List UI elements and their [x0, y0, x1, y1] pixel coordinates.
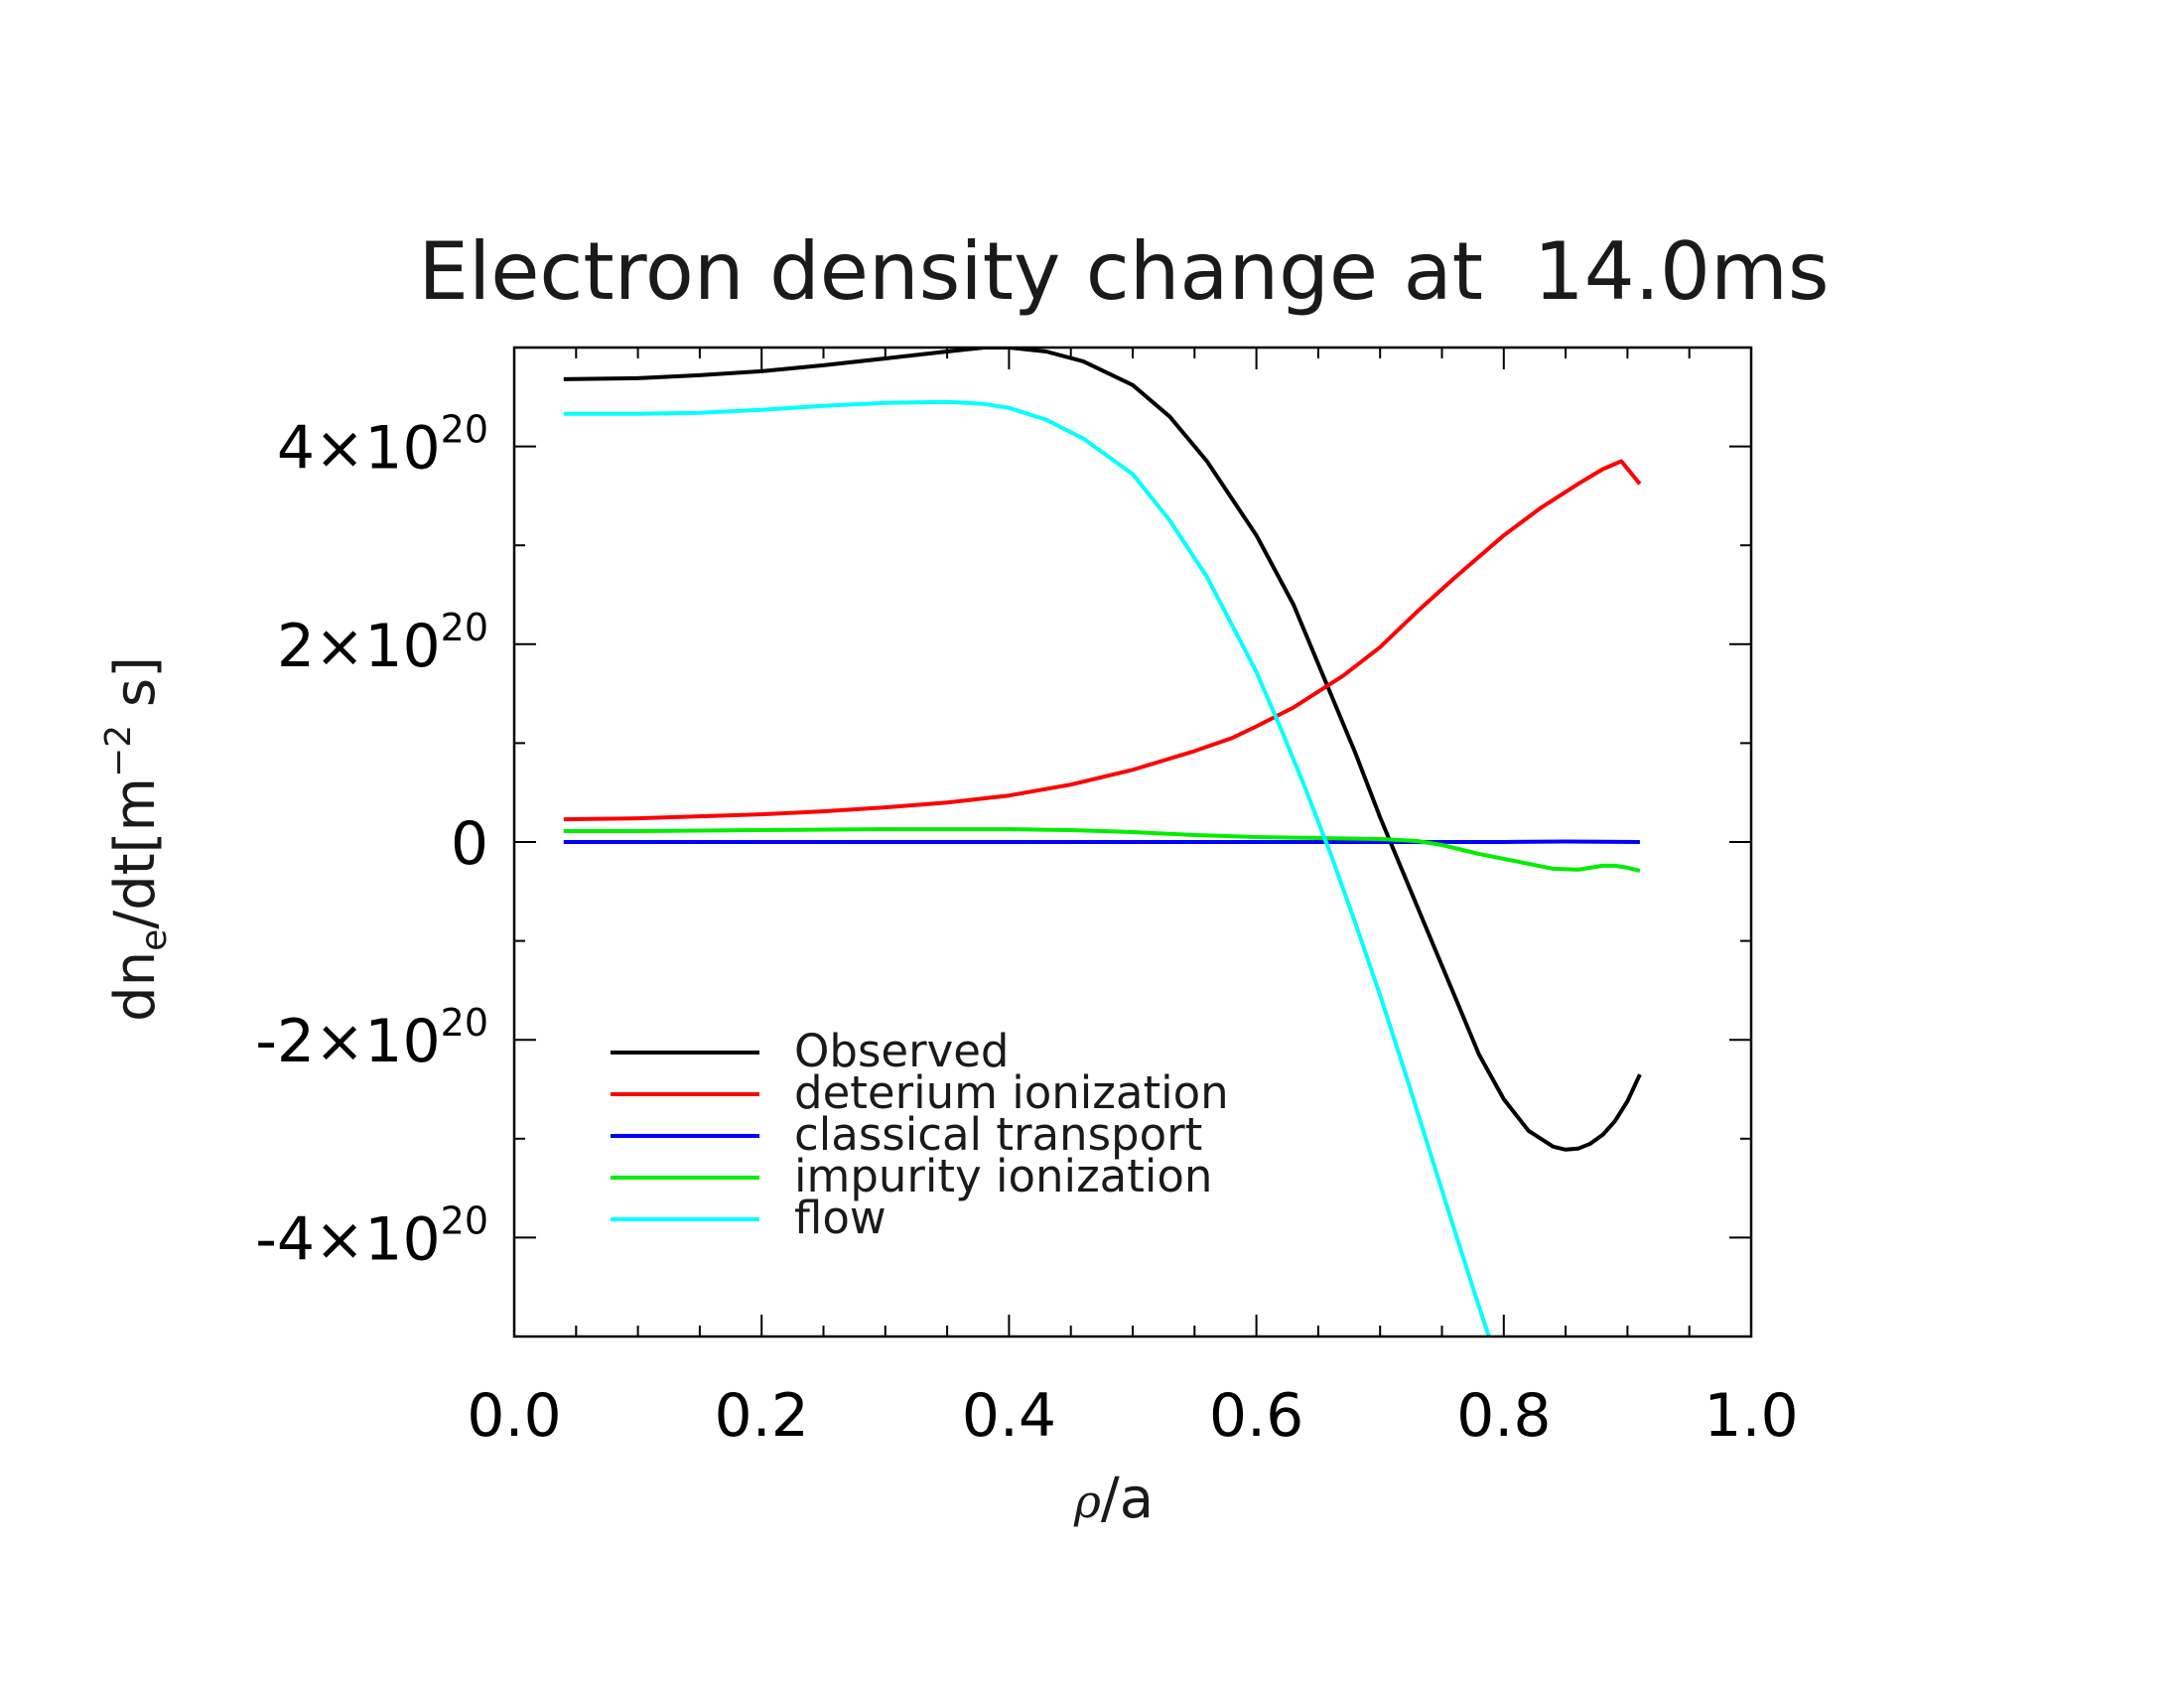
y-tick-label: 0 — [451, 809, 488, 879]
y-tick-label-exponent: 20 — [441, 1001, 488, 1045]
y-tick-label: -2×1020 — [255, 1001, 488, 1076]
series-line-4 — [563, 399, 1491, 1336]
x-tick-label: 0.8 — [1456, 1381, 1551, 1451]
x-tick-label: 0.6 — [1209, 1381, 1303, 1451]
y-tick-label-exponent: 20 — [441, 1198, 488, 1242]
x-tick-label: 0.4 — [962, 1381, 1056, 1451]
x-tick-labels: 0.0 0.2 0.4 0.6 0.8 1.0 — [467, 1381, 1798, 1451]
y-tick-label: -4×1020 — [255, 1198, 488, 1274]
tick-layer — [513, 347, 1752, 1337]
y-axis-label-superscript: −2 — [98, 725, 139, 777]
y-axis-label-subscript: e — [134, 929, 175, 951]
x-tick-label: 0.0 — [467, 1381, 561, 1451]
x-axis-label-suffix: /a — [1101, 1467, 1154, 1531]
chart-title: Electron density change at 14.0ms — [418, 225, 1829, 318]
y-tick-label: 2×1020 — [277, 606, 488, 681]
series-layer — [563, 348, 1642, 1336]
y-tick-label-exponent: 20 — [441, 408, 488, 452]
x-axis-label-symbol: ρ — [1073, 1475, 1101, 1528]
y-axis-label-base: dn — [103, 951, 168, 1022]
y-axis-label: dne/dt[m−2 s] — [98, 656, 175, 1022]
series-line-3 — [563, 827, 1641, 873]
y-tick-label-exponent: 20 — [441, 606, 488, 649]
x-axis-label: ρ/a — [1073, 1467, 1154, 1531]
y-tick-label-mantissa: 4×10 — [277, 414, 441, 484]
y-tick-label-mantissa: 2×10 — [277, 612, 441, 681]
legend-label: deterium ionization — [794, 1066, 1229, 1119]
legend-label: classical transport — [794, 1108, 1202, 1161]
y-tick-label-mantissa: 0 — [451, 809, 488, 879]
y-tick-label: 4×1020 — [277, 408, 488, 484]
series-line-2 — [563, 839, 1640, 844]
legend-label: flow — [794, 1192, 887, 1244]
series-line-0 — [563, 348, 1642, 1152]
x-tick-label: 1.0 — [1704, 1381, 1798, 1451]
series-line-1 — [563, 459, 1642, 822]
legend-label: Observed — [794, 1025, 1010, 1077]
x-tick-label: 0.2 — [714, 1381, 808, 1451]
y-tick-label-mantissa: -2×10 — [255, 1007, 440, 1076]
y-axis-label-end: s] — [103, 656, 168, 725]
legend-label: impurity ionization — [794, 1150, 1212, 1202]
y-tick-label-mantissa: -4×10 — [255, 1204, 440, 1274]
y-axis-label-middle: /dt[m — [103, 777, 168, 929]
